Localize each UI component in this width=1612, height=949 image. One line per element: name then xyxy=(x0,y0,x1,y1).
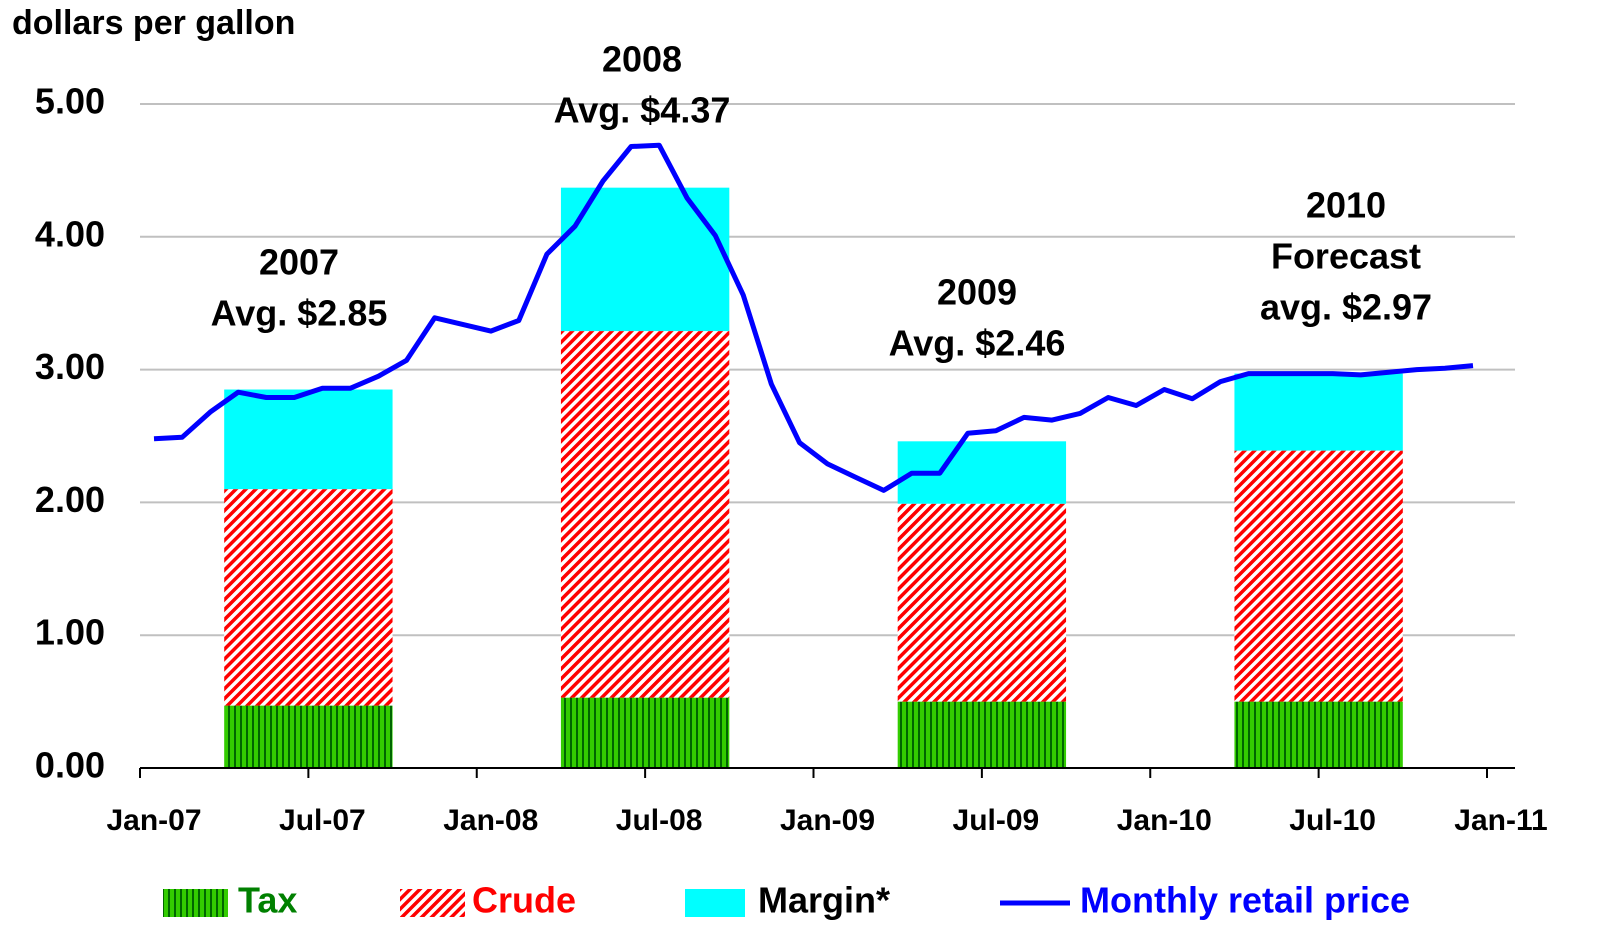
y-tick-label: 3.00 xyxy=(35,346,105,387)
legend-label: Crude xyxy=(472,880,576,921)
bar-segment xyxy=(1234,701,1403,768)
bar-segment xyxy=(897,701,1067,768)
annotation: Avg. $4.37 xyxy=(554,90,731,131)
annotation: avg. $2.97 xyxy=(1260,287,1432,328)
legend-swatch xyxy=(163,889,228,917)
price-line xyxy=(153,142,1474,493)
x-tick-label: Jan-08 xyxy=(443,804,538,837)
bar-segment xyxy=(224,705,393,768)
y-tick-label: 4.00 xyxy=(35,213,105,254)
x-tick-label: Jul-08 xyxy=(616,804,703,837)
x-tick-label: Jan-09 xyxy=(780,804,875,837)
bar-segment xyxy=(560,697,730,768)
annotation: Avg. $2.46 xyxy=(889,323,1066,364)
x-tick-label: Jan-10 xyxy=(1117,804,1212,837)
bar-segment xyxy=(897,503,1067,702)
y-axis-label: dollars per gallon xyxy=(12,4,295,42)
y-tick-label: 0.00 xyxy=(35,745,105,786)
bar-segment xyxy=(560,331,730,698)
x-tick-label: Jul-07 xyxy=(279,804,366,837)
bar-segment xyxy=(1234,450,1403,702)
legend-label: Margin* xyxy=(758,880,890,921)
bar-segment xyxy=(224,389,393,490)
bar-segment xyxy=(224,489,393,706)
legend-swatch xyxy=(400,889,465,917)
annotation: 2007 xyxy=(259,242,339,283)
y-tick-label: 1.00 xyxy=(35,612,105,653)
bar-segment xyxy=(560,187,730,332)
annotation: 2009 xyxy=(937,272,1017,313)
x-tick-label: Jul-09 xyxy=(953,804,1040,837)
x-tick-label: Jul-10 xyxy=(1289,804,1376,837)
legend-swatch xyxy=(685,889,745,917)
annotation: 2010 xyxy=(1306,185,1386,226)
legend-label: Tax xyxy=(238,880,297,921)
annotation: 2008 xyxy=(602,39,682,80)
x-tick-label: Jan-07 xyxy=(106,804,201,837)
bar-segment xyxy=(1234,373,1403,451)
y-tick-label: 5.00 xyxy=(35,81,105,122)
x-tick-label: Jan-11 xyxy=(1454,804,1547,837)
legend-label: Monthly retail price xyxy=(1080,880,1410,921)
annotation: Avg. $2.85 xyxy=(211,293,388,334)
y-tick-label: 2.00 xyxy=(35,479,105,520)
annotation: Forecast xyxy=(1271,236,1421,277)
